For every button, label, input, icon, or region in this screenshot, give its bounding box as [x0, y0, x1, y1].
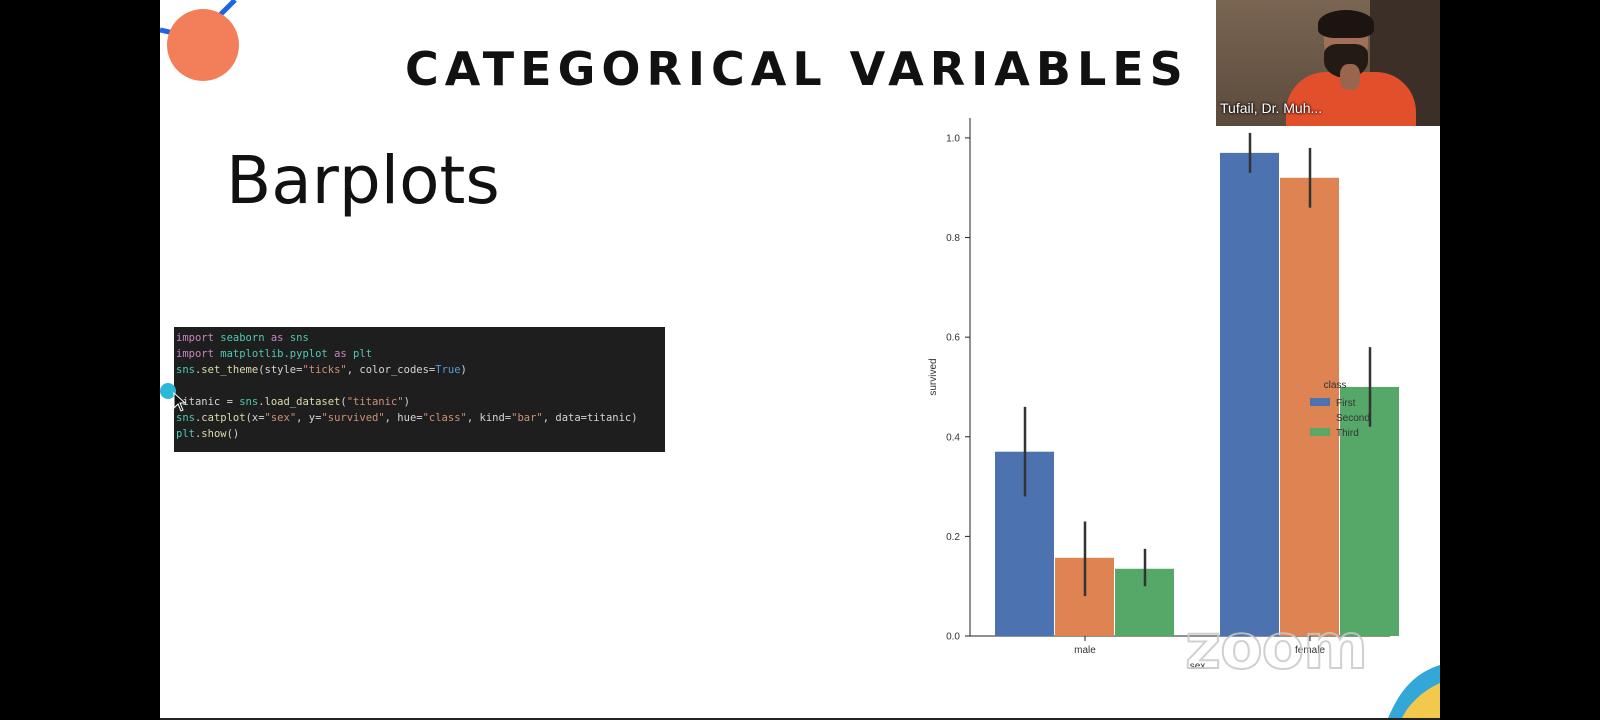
- decoration-circle: [167, 9, 239, 81]
- participant-hair: [1318, 10, 1374, 38]
- pointer-highlight: [160, 383, 176, 399]
- code-line-2: import matplotlib.pyplot as plt: [176, 348, 373, 360]
- zoom-watermark: zoom: [1184, 609, 1369, 684]
- participant-video-tile[interactable]: Tufail, Dr. Muh...: [1216, 0, 1440, 126]
- slide-title: CATEGORICAL VARIABLES: [405, 42, 1189, 96]
- y-axis-label: survived: [928, 358, 939, 395]
- y-tick-label: 0.2: [946, 532, 960, 543]
- bar-first-female: [1220, 152, 1279, 636]
- x-tick-label: male: [1074, 645, 1096, 656]
- code-block: import seaborn as sns import matplotlib.…: [174, 327, 665, 452]
- legend-label-third: Third: [1336, 428, 1359, 439]
- legend-swatch-second: [1310, 413, 1330, 421]
- code-line-3: sns.set_theme(style="ticks", color_codes…: [176, 364, 467, 376]
- code-line-1: import seaborn as sns: [176, 332, 309, 344]
- y-tick-label: 1.0: [946, 133, 960, 144]
- y-tick-label: 0.0: [946, 632, 960, 643]
- participant-hand: [1340, 64, 1360, 90]
- participant-name: Tufail, Dr. Muh...: [1220, 100, 1323, 116]
- legend-swatch-third: [1310, 428, 1330, 436]
- legend-title: class: [1324, 380, 1347, 391]
- y-tick-label: 0.4: [946, 432, 960, 443]
- y-tick-label: 0.8: [946, 233, 960, 244]
- x-tick-label: female: [1295, 645, 1325, 656]
- mouse-pointer-icon: [173, 392, 187, 412]
- legend-label-first: First: [1336, 398, 1356, 409]
- code-line-7: plt.show(): [176, 428, 240, 440]
- legend-label-second: Second: [1336, 413, 1370, 424]
- y-tick-label: 0.6: [946, 333, 960, 344]
- bottom-edge: [160, 718, 1440, 720]
- code-line-6: sns.catplot(x="sex", y="survived", hue="…: [176, 412, 638, 424]
- code-line-5: titanic = sns.load_dataset("titanic"): [176, 396, 410, 408]
- legend-swatch-first: [1310, 398, 1330, 406]
- bar-second-female: [1280, 177, 1339, 636]
- code-line-4: [176, 378, 665, 394]
- slide-subtitle: Barplots: [226, 142, 500, 219]
- corner-decoration: [1388, 665, 1440, 718]
- bar-third-female: [1340, 386, 1399, 636]
- x-axis-label: sex: [1190, 661, 1206, 672]
- bar-chart: 0.0 0.2 0.4 0.6 0.8 1.0 survived male female sex c…: [928, 118, 1399, 672]
- decoration-molecule: [160, 0, 239, 81]
